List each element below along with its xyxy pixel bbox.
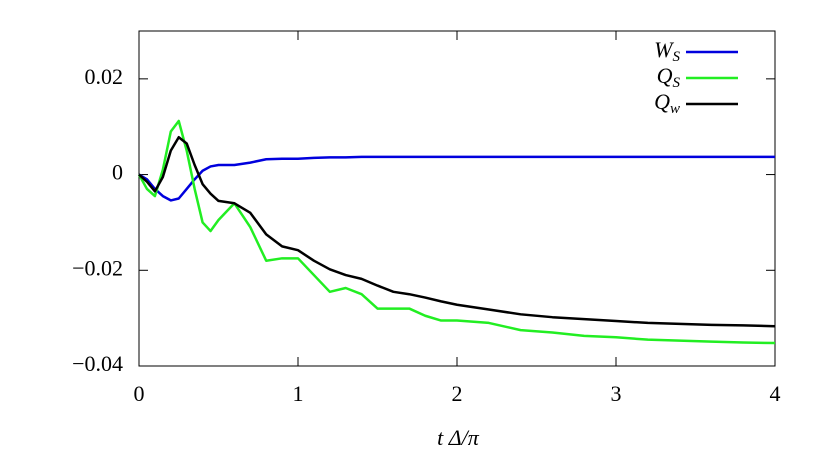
legend-label: QS bbox=[657, 63, 681, 91]
legend-label: WS bbox=[654, 37, 680, 65]
y-tick-label: −0.04 bbox=[72, 351, 123, 376]
y-tick-label: 0 bbox=[112, 160, 123, 185]
x-tick-label: 0 bbox=[134, 381, 145, 406]
y-tick-label: −0.02 bbox=[72, 255, 123, 280]
series-line bbox=[137, 119, 776, 345]
x-tick-label: 1 bbox=[293, 381, 304, 406]
x-tick-label: 2 bbox=[452, 381, 463, 406]
series-line bbox=[138, 135, 776, 328]
y-tick-label: 0.02 bbox=[85, 64, 124, 89]
x-axis-label: t Δ/π bbox=[437, 425, 480, 450]
x-tick-label: 4 bbox=[770, 381, 781, 406]
series-line bbox=[138, 155, 775, 202]
x-tick-label: 3 bbox=[611, 381, 622, 406]
legend-label: Qw bbox=[654, 89, 680, 117]
